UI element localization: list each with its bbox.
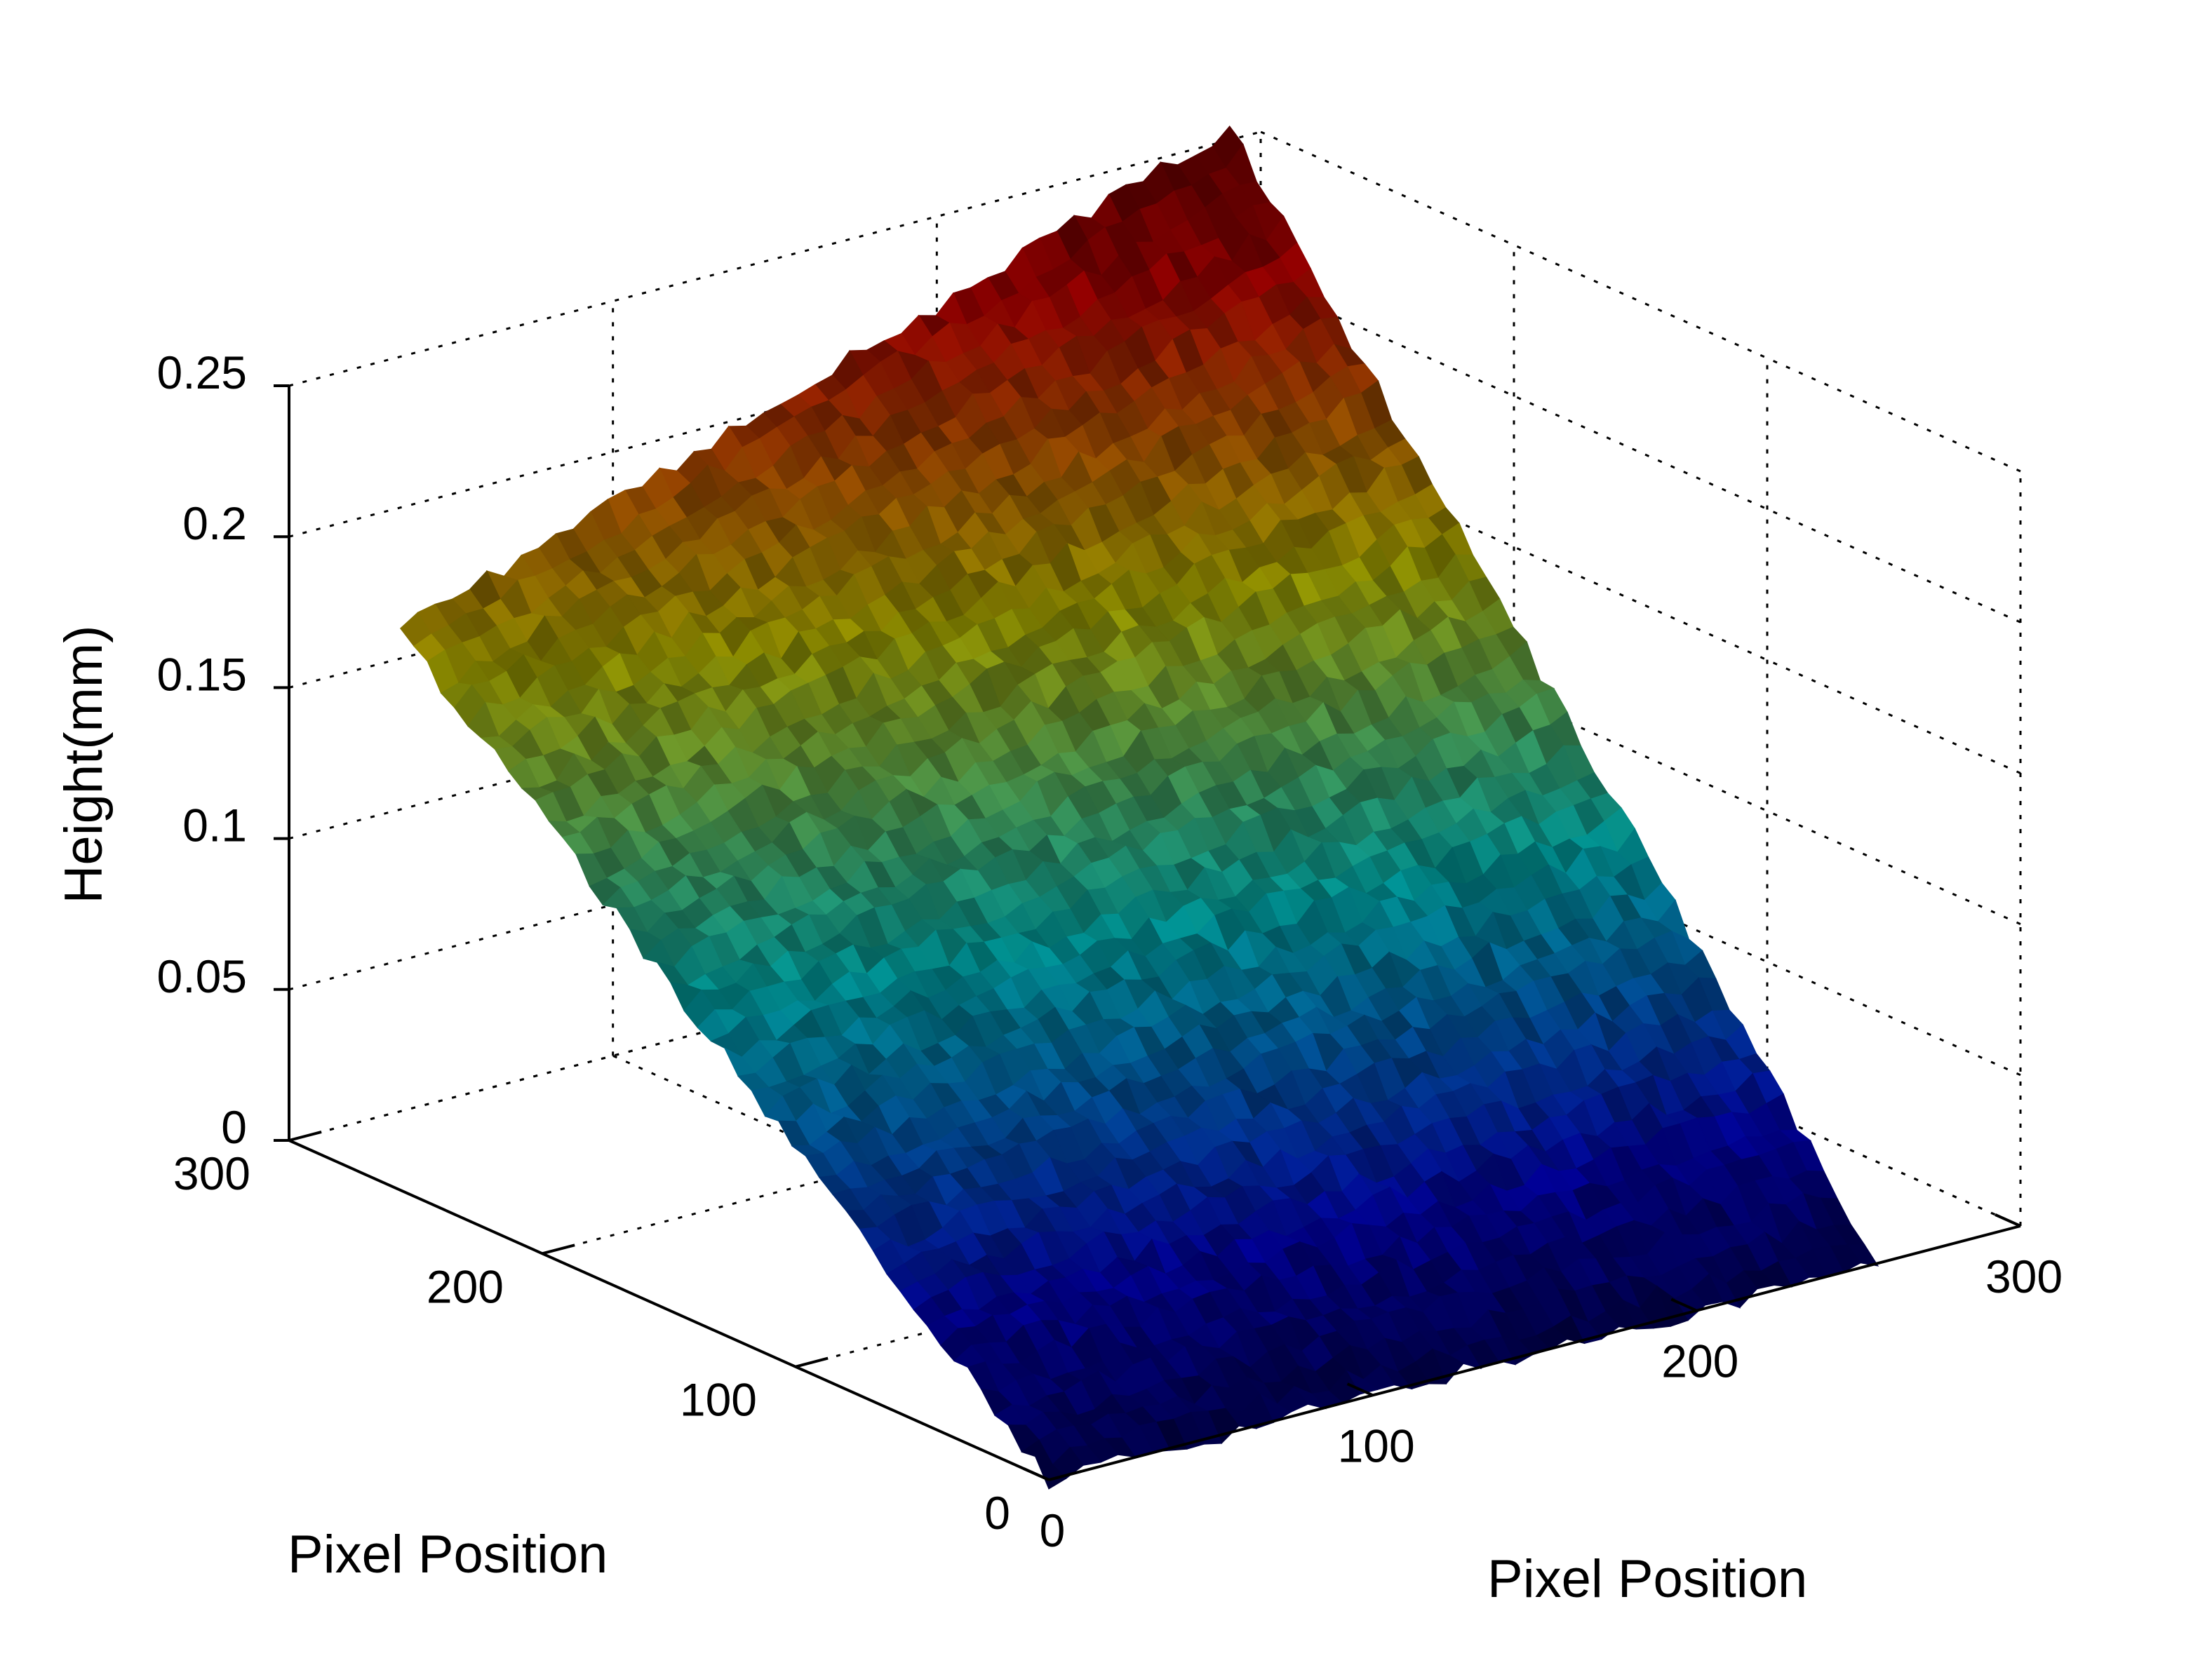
- x-tick: [1346, 1382, 1374, 1397]
- x-tick-label: 200: [1661, 1335, 1738, 1387]
- y-tick: [795, 1356, 829, 1368]
- y-tick-label: 300: [173, 1147, 250, 1199]
- z-tick-label: 0.1: [182, 800, 247, 851]
- x-tick-label: 0: [1040, 1504, 1066, 1556]
- y-tick: [1048, 1469, 1082, 1481]
- x-tick-label: 100: [1338, 1420, 1415, 1471]
- z-tick-label: 0: [221, 1101, 247, 1153]
- x-tick-label: 300: [1985, 1251, 2063, 1302]
- z-tick-label: 0.05: [157, 950, 247, 1002]
- z-axis-title: Height(mm): [54, 626, 114, 904]
- axes: [274, 384, 2021, 1481]
- x-axis-title: Pixel Position: [1487, 1549, 1807, 1609]
- y-tick-label: 200: [427, 1260, 504, 1312]
- y-tick: [288, 1130, 322, 1142]
- y-tick-label: 0: [984, 1487, 1010, 1539]
- surface-patch: [1034, 1455, 1067, 1490]
- z-tick-label: 0.25: [157, 346, 247, 398]
- x-tick: [1023, 1467, 1050, 1481]
- x-axis-line: [1048, 1225, 2021, 1481]
- y-axis-line: [288, 1139, 1050, 1481]
- z-tick-label: 0.15: [157, 648, 247, 700]
- z-tick-label: 0.2: [182, 497, 247, 549]
- y-tick-label: 100: [680, 1374, 757, 1426]
- x-tick: [1995, 1213, 2021, 1227]
- y-axis-title: Pixel Position: [288, 1525, 608, 1584]
- surface: [399, 126, 1879, 1490]
- y-tick: [542, 1244, 575, 1255]
- x-tick: [1670, 1298, 1698, 1312]
